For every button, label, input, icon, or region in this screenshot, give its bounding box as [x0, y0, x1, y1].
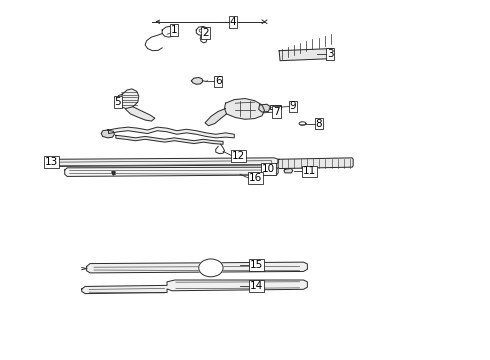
- Bar: [270, 105, 281, 109]
- Polygon shape: [205, 109, 226, 126]
- Text: 2: 2: [202, 28, 209, 38]
- Polygon shape: [87, 262, 307, 273]
- Text: 1: 1: [171, 25, 177, 35]
- Text: 3: 3: [327, 49, 334, 59]
- Text: 4: 4: [229, 17, 236, 27]
- Text: 11: 11: [302, 166, 316, 176]
- Polygon shape: [116, 135, 223, 144]
- Text: 6: 6: [215, 76, 221, 86]
- Text: 14: 14: [250, 281, 263, 291]
- Text: 12: 12: [232, 151, 245, 161]
- Text: 10: 10: [262, 164, 275, 174]
- Text: 16: 16: [249, 173, 262, 183]
- Polygon shape: [65, 167, 278, 176]
- Text: 13: 13: [45, 157, 58, 167]
- Polygon shape: [125, 107, 155, 121]
- Text: 7: 7: [273, 107, 280, 117]
- Polygon shape: [284, 168, 293, 173]
- Circle shape: [199, 259, 223, 277]
- Text: 15: 15: [250, 260, 263, 270]
- Polygon shape: [101, 130, 115, 138]
- Text: 9: 9: [290, 102, 296, 111]
- Polygon shape: [192, 77, 202, 84]
- Polygon shape: [82, 280, 307, 294]
- Text: 5: 5: [115, 97, 121, 107]
- Polygon shape: [279, 49, 334, 61]
- Polygon shape: [117, 89, 139, 109]
- Polygon shape: [259, 104, 270, 112]
- Polygon shape: [224, 99, 265, 119]
- Text: 8: 8: [316, 118, 322, 129]
- Polygon shape: [278, 158, 353, 168]
- Polygon shape: [109, 127, 234, 138]
- Polygon shape: [50, 158, 278, 166]
